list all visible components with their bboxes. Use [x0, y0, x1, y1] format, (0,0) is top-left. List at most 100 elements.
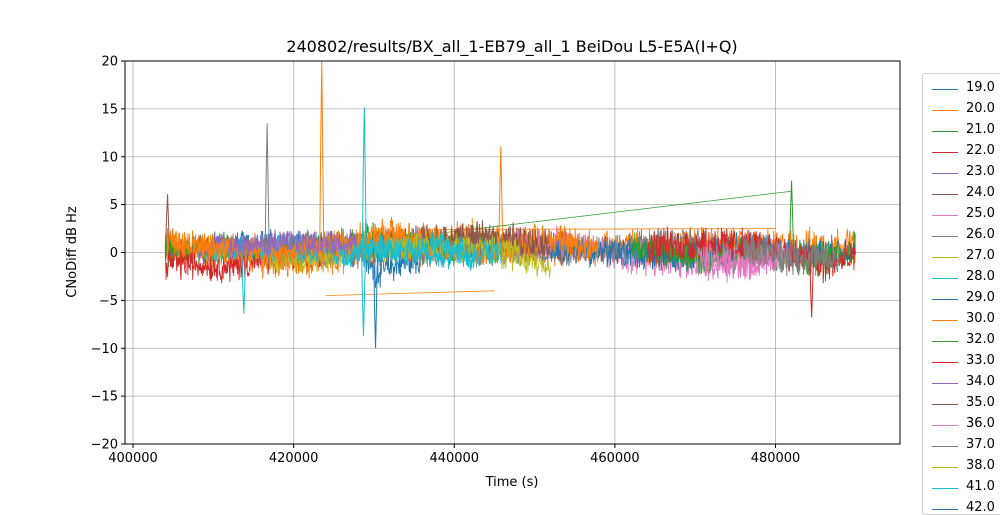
- series-layer: [164, 61, 856, 349]
- y-axis-ticks: −20 −15 −10 −5 0 5 10 15 20: [91, 55, 125, 453]
- legend-swatch: [932, 131, 958, 132]
- legend-item-19.0: 19.0: [923, 79, 1000, 100]
- legend-label: 33.0: [966, 353, 995, 368]
- legend-swatch: [932, 509, 958, 510]
- legend-label: 26.0: [966, 227, 995, 242]
- legend-label: 25.0: [966, 206, 995, 221]
- y-tick-label: −20: [91, 438, 118, 453]
- chart: 240802/results/BX_all_1-EB79_all_1 BeiDo…: [65, 37, 901, 490]
- legend-label: 21.0: [966, 122, 995, 137]
- legend-label: 28.0: [966, 269, 995, 284]
- legend-item-35.0: 35.0: [923, 394, 1000, 415]
- legend-label: 38.0: [966, 458, 995, 473]
- legend-item-37.0: 37.0: [923, 436, 1000, 457]
- series-line-34.0: [228, 230, 358, 261]
- legend-item-26.0: 26.0: [923, 226, 1000, 247]
- series-line-27.0: [261, 228, 551, 278]
- legend-item-22.0: 22.0: [923, 142, 1000, 163]
- legend: 19.0 20.0 21.0 22.0 23.0 24.0 25.0 26.0 27.0 28.0…: [922, 73, 1000, 515]
- legend-swatch: [932, 194, 958, 195]
- legend-item-33.0: 33.0: [923, 352, 1000, 373]
- x-axis-ticks: 400000 420000 440000 460000 480000: [108, 444, 800, 466]
- spike-19.0: [373, 247, 379, 349]
- legend-label: 24.0: [966, 185, 995, 200]
- series-line-36.0: [694, 242, 792, 280]
- x-axis-label: Time (s): [485, 475, 539, 490]
- x-tick-label: 460000: [590, 451, 640, 466]
- legend-item-42.0: 42.0: [923, 499, 1000, 515]
- legend-item-36.0: 36.0: [923, 415, 1000, 436]
- x-tick-label: 420000: [269, 451, 319, 466]
- legend-swatch: [932, 467, 958, 468]
- legend-item-23.0: 23.0: [923, 163, 1000, 184]
- y-tick-label: 20: [101, 55, 118, 70]
- legend-swatch: [932, 89, 958, 90]
- legend-label: 20.0: [966, 101, 995, 116]
- y-tick-label: −10: [91, 342, 118, 357]
- x-tick-label: 440000: [429, 451, 479, 466]
- legend-swatch: [932, 383, 958, 384]
- legend-swatch: [932, 446, 958, 447]
- spike-41.0: [361, 247, 367, 336]
- legend-item-24.0: 24.0: [923, 184, 1000, 205]
- spike-28.0: [241, 247, 247, 314]
- y-tick-label: 15: [101, 102, 118, 117]
- x-tick-label: 480000: [751, 451, 801, 466]
- legend-label: 42.0: [966, 500, 995, 515]
- spike-26.0: [264, 123, 270, 253]
- spike-33.0: [809, 247, 815, 318]
- legend-swatch: [932, 320, 958, 321]
- legend-item-30.0: 30.0: [923, 310, 1000, 331]
- y-tick-label: −15: [91, 390, 118, 405]
- legend-label: 37.0: [966, 437, 995, 452]
- legend-item-28.0: 28.0: [923, 268, 1000, 289]
- legend-swatch: [932, 341, 958, 342]
- series-line-41.0: [341, 228, 503, 272]
- y-tick-label: 5: [110, 198, 118, 213]
- legend-swatch: [932, 425, 958, 426]
- y-tick-label: 0: [110, 246, 118, 261]
- legend-label: 30.0: [966, 311, 995, 326]
- legend-item-38.0: 38.0: [923, 457, 1000, 478]
- legend-swatch: [932, 110, 958, 111]
- legend-item-21.0: 21.0: [923, 121, 1000, 142]
- y-tick-label: 10: [101, 150, 118, 165]
- legend-label: 36.0: [966, 416, 995, 431]
- spike-41.0: [361, 106, 367, 253]
- legend-swatch: [932, 257, 958, 258]
- legend-swatch: [932, 236, 958, 237]
- trend-line-20.0: [325, 290, 495, 296]
- legend-label: 35.0: [966, 395, 995, 410]
- legend-swatch: [932, 215, 958, 216]
- legend-item-27.0: 27.0: [923, 247, 1000, 268]
- legend-swatch: [932, 362, 958, 363]
- spike-20.0: [498, 146, 504, 253]
- spike-21.0: [789, 180, 795, 253]
- series-line-37.0: [742, 231, 840, 277]
- legend-item-41.0: 41.0: [923, 478, 1000, 499]
- legend-label: 19.0: [966, 80, 995, 95]
- x-tick-label: 400000: [108, 451, 158, 466]
- legend-label: 41.0: [966, 479, 995, 494]
- legend-item-34.0: 34.0: [923, 373, 1000, 394]
- spike-20.0: [319, 61, 325, 253]
- chart-title: 240802/results/BX_all_1-EB79_all_1 BeiDo…: [286, 37, 737, 57]
- trend-line-20.0: [422, 228, 776, 230]
- legend-label: 32.0: [966, 332, 995, 347]
- legend-label: 27.0: [966, 248, 995, 263]
- legend-label: 29.0: [966, 290, 995, 305]
- legend-label: 34.0: [966, 374, 995, 389]
- legend-item-32.0: 32.0: [923, 331, 1000, 352]
- legend-swatch: [932, 404, 958, 405]
- legend-swatch: [932, 152, 958, 153]
- trend-line-21.0: [422, 190, 792, 236]
- legend-item-29.0: 29.0: [923, 289, 1000, 310]
- legend-swatch: [932, 299, 958, 300]
- spike-24.0: [165, 194, 171, 253]
- legend-item-25.0: 25.0: [923, 205, 1000, 226]
- legend-label: 22.0: [966, 143, 995, 158]
- legend-item-20.0: 20.0: [923, 100, 1000, 121]
- legend-swatch: [932, 173, 958, 174]
- y-axis-label: CNoDiff dB Hz: [65, 206, 80, 298]
- y-tick-label: −5: [99, 294, 118, 309]
